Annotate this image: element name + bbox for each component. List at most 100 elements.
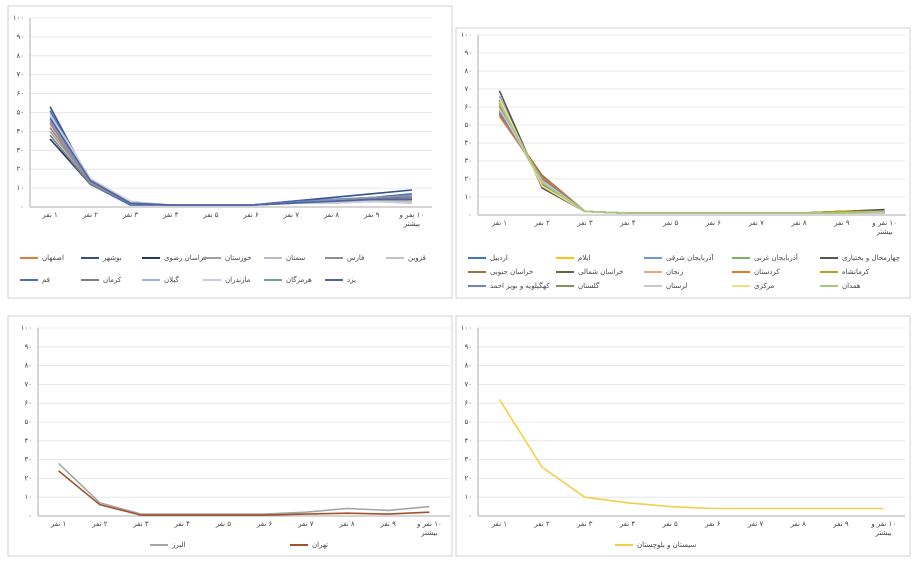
y-tick-label: ۸۰ <box>464 67 472 75</box>
x-tick-wrap: ۸ نفر <box>339 520 354 528</box>
x-tick-label: ۲ نفر <box>82 211 98 219</box>
x-tick-label: ۶ نفر <box>243 211 259 219</box>
x-tick-label: ۳ نفر <box>577 520 593 528</box>
y-tick-label: ۴۰ <box>464 437 472 445</box>
y-tick-label: ۱۰ <box>464 193 472 201</box>
x-tick-label: ۴ نفر <box>619 520 636 528</box>
y-tick-label: ۶۰ <box>464 399 472 407</box>
legend-label: کهگیلویه و بویر احمد <box>490 281 550 290</box>
x-tick-wrap: ۴ نفر <box>163 211 179 219</box>
x-tick-label: ۵ نفر <box>662 219 679 227</box>
y-tick-label: ۱۰۰ <box>13 14 24 22</box>
x-tick-label: ۱۰ نفر و بیشتر <box>417 520 442 537</box>
y-tick-label: ۵۰ <box>16 109 24 117</box>
panel-border <box>455 27 911 299</box>
y-tick-label: ۰ <box>20 203 24 211</box>
y-tick-label: ۰ <box>468 211 472 219</box>
series-line <box>498 110 885 214</box>
x-tick-label: ۵ نفر <box>203 211 219 219</box>
series-line <box>58 470 430 516</box>
x-tick-label: ۱ نفر <box>491 219 508 227</box>
x-tick-wrap: ۵ نفر <box>662 520 678 528</box>
legend-label: کرمانشاه <box>842 268 870 276</box>
x-tick-label: ۱۰ نفر و بیشتر <box>871 520 896 537</box>
legend-label: زنجان <box>666 268 683 276</box>
y-tick-label: ۲۰ <box>464 175 472 183</box>
x-tick-wrap: ۱۰ نفر و بیشتر <box>872 219 897 236</box>
series-line <box>498 103 885 214</box>
y-tick-label: ۸۰ <box>24 362 32 370</box>
x-tick-label: ۹ نفر <box>834 219 850 227</box>
x-tick-label: ۷ نفر <box>298 520 314 528</box>
x-tick-label: ۱۰ نفر و بیشتر <box>399 211 425 228</box>
legend-label: هرمزگان <box>286 275 312 284</box>
y-tick-label: ۷۰ <box>464 85 472 93</box>
y-tick-label: ۲۰ <box>16 165 24 173</box>
legend-label: البرز <box>171 541 185 549</box>
x-tick-wrap: ۴ نفر <box>620 219 636 227</box>
x-tick-label: ۷ نفر <box>283 211 299 219</box>
legend-label: سیستان و بلوچستان <box>637 541 696 549</box>
x-tick-label: ۹ نفر <box>833 520 849 528</box>
y-tick-label: ۴۰ <box>464 139 472 147</box>
y-tick-label: ۲۰ <box>464 474 472 482</box>
y-tick-label: ۶۰ <box>464 103 472 111</box>
y-tick-label: ۱۰۰ <box>21 324 32 332</box>
x-tick-label: ۲ نفر <box>534 219 550 227</box>
y-tick-label: ۳۰ <box>464 456 472 464</box>
y-tick-label: ۳۰ <box>464 157 472 165</box>
series-line <box>498 113 885 214</box>
legend-label: اردبیل <box>490 254 508 262</box>
legend-label: گلستان <box>578 281 600 290</box>
x-tick-wrap: ۶ نفر <box>243 211 259 219</box>
x-tick-wrap: ۶ نفر <box>257 520 272 528</box>
x-tick-label: ۵ نفر <box>662 520 678 528</box>
x-tick-label: ۳ نفر <box>577 219 593 227</box>
series-line <box>49 123 412 206</box>
y-tick-label: ۱۰۰ <box>461 31 472 39</box>
series-line <box>49 127 412 206</box>
x-tick-wrap: ۸ نفر <box>791 219 807 227</box>
legend-label: کرمان <box>103 276 122 284</box>
y-tick-label: ۱۰۰ <box>461 324 472 332</box>
series-line <box>58 462 430 515</box>
legend-label: خراسان جنوبی <box>490 268 533 276</box>
x-tick-wrap: ۸ نفر <box>791 520 806 528</box>
x-tick-label: ۲ نفر <box>92 520 108 528</box>
legend-label: قزوین <box>408 254 426 262</box>
x-tick-label: ۴ نفر <box>163 211 179 219</box>
y-tick-label: ۹۰ <box>464 343 472 351</box>
x-tick-wrap: ۱ نفر <box>42 211 57 219</box>
x-tick-wrap: ۹ نفر <box>381 520 396 528</box>
x-tick-wrap: ۳ نفر <box>133 520 148 528</box>
y-tick-label: ۵۰ <box>24 418 32 426</box>
y-tick-label: ۹۰ <box>464 49 472 57</box>
legend-label: آذربایجان شرقی <box>666 253 714 262</box>
series-line <box>498 398 884 510</box>
x-tick-label: ۹ نفر <box>364 211 380 219</box>
x-tick-label: ۸ نفر <box>791 219 807 227</box>
legend-label: مرکزی <box>754 282 775 290</box>
x-tick-label: ۷ نفر <box>748 219 764 227</box>
y-tick-label: ۹۰ <box>24 343 32 351</box>
panel-border <box>455 315 911 557</box>
y-tick-label: ۰ <box>28 512 32 520</box>
x-tick-wrap: ۳ نفر <box>577 520 593 528</box>
x-tick-wrap: ۵ نفر <box>662 219 679 227</box>
legend-label: همدان <box>842 282 861 290</box>
series-line <box>49 117 412 206</box>
legend-label: خراسان رضوی <box>164 254 208 262</box>
x-tick-label: ۵ نفر <box>215 520 232 528</box>
legend-label: ایلام <box>578 254 590 262</box>
x-tick-wrap: ۷ نفر <box>298 520 314 528</box>
x-tick-wrap: ۲ نفر <box>534 520 549 528</box>
x-tick-wrap: ۱۰ نفر و بیشتر <box>871 520 896 537</box>
x-tick-label: ۴ نفر <box>620 219 636 227</box>
y-tick-label: ۲۰ <box>24 474 32 482</box>
series-line <box>498 115 885 214</box>
y-tick-label: ۷۰ <box>464 380 472 388</box>
legend-label: خوزستان <box>225 254 252 262</box>
legend-label: فارس <box>347 254 364 262</box>
y-tick-label: ۷۰ <box>24 380 32 388</box>
